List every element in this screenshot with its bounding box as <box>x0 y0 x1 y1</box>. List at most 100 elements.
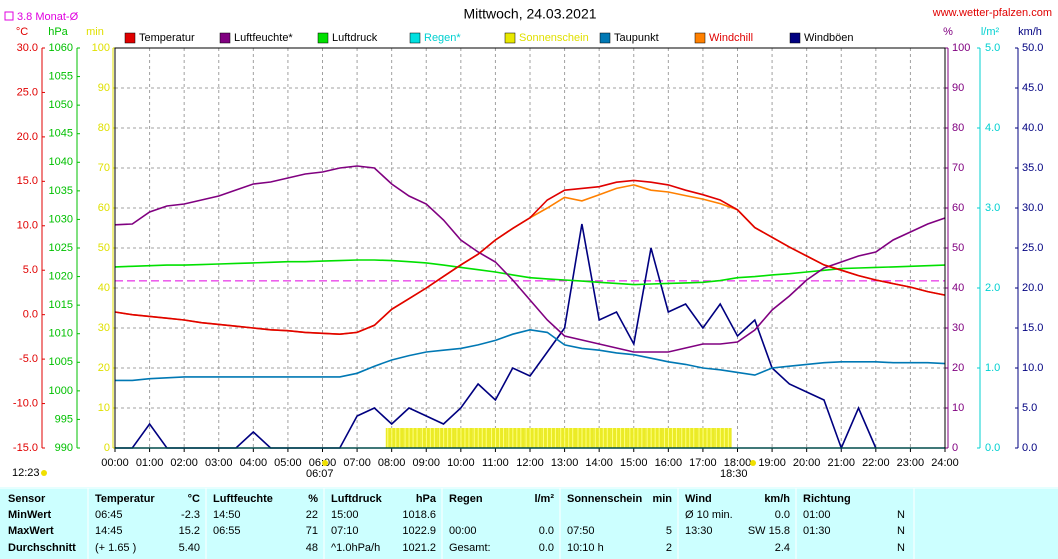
y-tick-label: 40 <box>952 282 964 294</box>
y-tick-label: 40 <box>98 282 110 294</box>
y-tick-label: 20 <box>952 362 964 374</box>
table-cell: MinWert <box>8 509 52 521</box>
y-tick-label: 100 <box>952 42 970 54</box>
table-cell: MaxWert <box>8 525 54 537</box>
table-cell: 14:45 <box>95 525 123 537</box>
x-tick-label: 20:00 <box>793 457 821 469</box>
axis-unit: °C <box>16 26 28 38</box>
y-tick-label: 0.0 <box>23 309 38 321</box>
y-tick-label: 0 <box>104 442 110 454</box>
table-cell: 5 <box>666 525 672 537</box>
table-cell: (+ 1.65 ) <box>95 542 136 554</box>
table-cell: 1022.9 <box>402 525 436 537</box>
x-tick-label: 17:00 <box>689 457 717 469</box>
table-cell: 07:50 <box>567 525 595 537</box>
y-tick-label: 1000 <box>49 385 73 397</box>
y-tick-label: 1045 <box>49 128 73 140</box>
table-cell: 01:00 <box>803 509 831 521</box>
table-cell: 0.0 <box>775 509 790 521</box>
table-cell: Regen <box>449 493 483 505</box>
x-tick-label: 15:00 <box>620 457 648 469</box>
reference-legend-box <box>4 11 14 21</box>
y-tick-label: 35.0 <box>1022 162 1043 174</box>
table-cell: 06:45 <box>95 509 123 521</box>
y-tick-label: 1015 <box>49 299 73 311</box>
y-tick-label: 1050 <box>49 99 73 111</box>
table-cell: 0.0 <box>539 542 554 554</box>
table-cell: SW 15.8 <box>748 525 790 537</box>
table-cell: 5.40 <box>179 542 200 554</box>
table-cell: 15.2 <box>179 525 200 537</box>
table-cell: Wind <box>685 493 712 505</box>
table-cell: 2 <box>666 542 672 554</box>
y-tick-label: 995 <box>55 413 73 425</box>
time-annotation: 06:07 <box>306 468 334 480</box>
x-tick-label: 24:00 <box>931 457 959 469</box>
table-cell: Sonnenschein <box>567 493 642 505</box>
sunshine-bar <box>524 428 542 448</box>
legend-swatch <box>219 32 231 44</box>
sunshine-bar <box>541 428 559 448</box>
legend-swatch <box>789 32 801 44</box>
reference-label: 3.8 Monat-Ø <box>17 11 79 23</box>
y-tick-label: 10.0 <box>1022 362 1043 374</box>
x-tick-label: 23:00 <box>897 457 925 469</box>
y-tick-label: 45.0 <box>1022 82 1043 94</box>
y-tick-label: 1040 <box>49 156 73 168</box>
y-tick-label: 20 <box>98 362 110 374</box>
x-tick-label: 13:00 <box>551 457 579 469</box>
x-tick-label: 07:00 <box>343 457 371 469</box>
x-tick-label: 11:00 <box>482 457 509 469</box>
legend-label: Luftfeuchte* <box>234 32 293 44</box>
y-tick-label: 40.0 <box>1022 122 1043 134</box>
y-tick-label: 1025 <box>49 242 73 254</box>
table-cell: 06:55 <box>213 525 241 537</box>
x-tick-label: 09:00 <box>412 457 440 469</box>
table-cell: km/h <box>764 493 790 505</box>
x-tick-label: 12:00 <box>516 457 544 469</box>
y-tick-label: 30 <box>952 322 964 334</box>
y-tick-label: 60 <box>98 202 110 214</box>
sunshine-bar <box>420 428 438 448</box>
series-line <box>114 259 946 286</box>
sunshine-bar <box>610 428 628 448</box>
y-tick-label: 1.0 <box>985 362 1000 374</box>
table-cell: 1021.2 <box>402 542 436 554</box>
y-tick-label: 20.0 <box>17 131 38 143</box>
y-tick-label: 25.0 <box>17 86 38 98</box>
y-tick-label: 5.0 <box>1022 402 1037 414</box>
y-tick-label: 20.0 <box>1022 282 1043 294</box>
legend-swatch <box>504 32 516 44</box>
sun-marker <box>41 470 47 476</box>
y-tick-label: 60 <box>952 202 964 214</box>
sunshine-bar <box>627 428 646 448</box>
table-cell: ^1.0hPa/h <box>331 542 380 554</box>
series-line <box>114 179 946 336</box>
sunshine-bar <box>662 428 680 448</box>
x-tick-label: 04:00 <box>240 457 268 469</box>
legend-label: Sonnenschein <box>519 32 589 44</box>
x-tick-label: 16:00 <box>655 457 683 469</box>
table-cell: Ø 10 min. <box>685 509 733 521</box>
table-cell: Luftdruck <box>331 493 383 505</box>
sunshine-bar <box>472 428 490 448</box>
table-cell: 13:30 <box>685 525 713 537</box>
table-cell: 10:10 h <box>567 542 604 554</box>
sunshine-bar <box>575 428 594 448</box>
y-tick-label: 1055 <box>49 70 73 82</box>
y-tick-label: 100 <box>92 42 110 54</box>
sunshine-bar <box>697 428 715 448</box>
table-background <box>0 487 1058 559</box>
legend-swatch <box>409 32 421 44</box>
sunshine-bar <box>437 428 455 448</box>
legend-swatch <box>317 32 329 44</box>
axis-unit: km/h <box>1018 26 1042 38</box>
sunshine-bar <box>593 428 611 448</box>
y-tick-label: 30.0 <box>1022 202 1043 214</box>
sunshine-bar <box>385 428 404 448</box>
table-cell: l/m² <box>534 493 554 505</box>
y-tick-label: 4.0 <box>985 122 1000 134</box>
x-tick-label: 22:00 <box>862 457 890 469</box>
table-cell: 1018.6 <box>402 509 436 521</box>
